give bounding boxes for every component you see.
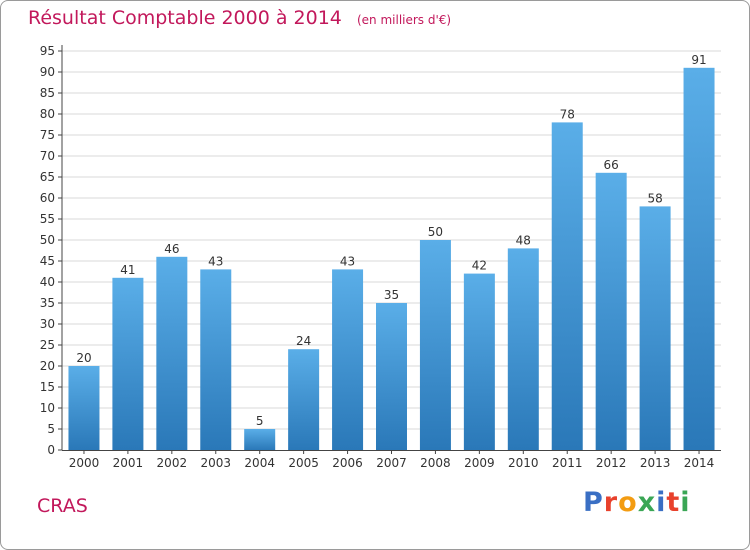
bar-2005 bbox=[288, 349, 320, 450]
bar-2013 bbox=[639, 206, 671, 450]
x-tick-label-2004: 2004 bbox=[244, 456, 275, 470]
x-tick-label-2010: 2010 bbox=[508, 456, 539, 470]
logo-letter-4: i bbox=[656, 487, 667, 518]
x-tick-label-2002: 2002 bbox=[157, 456, 188, 470]
y-tick-label-55: 55 bbox=[40, 212, 55, 226]
logo-letter-2: o bbox=[618, 487, 638, 518]
data-label-2007: 35 bbox=[384, 288, 399, 302]
y-tick-label-50: 50 bbox=[40, 233, 55, 247]
title-row: Résultat Comptable 2000 à 2014 (en milli… bbox=[28, 7, 451, 29]
y-tick-label-85: 85 bbox=[40, 86, 55, 100]
x-tick-label-2001: 2001 bbox=[113, 456, 144, 470]
bar-2000 bbox=[68, 366, 100, 450]
bar-2002 bbox=[156, 256, 188, 450]
x-tick-label-2013: 2013 bbox=[640, 456, 671, 470]
bar-2010 bbox=[507, 248, 539, 450]
x-tick-label-2003: 2003 bbox=[200, 456, 231, 470]
chart-title: Résultat Comptable 2000 à 2014 bbox=[28, 7, 342, 29]
y-tick-label-75: 75 bbox=[40, 128, 55, 142]
bar-2012 bbox=[595, 172, 627, 451]
logo-letter-6: i bbox=[680, 487, 691, 518]
proxiti-logo[interactable]: Proxiti bbox=[583, 487, 691, 518]
data-label-2009: 42 bbox=[472, 259, 487, 273]
data-label-2006: 43 bbox=[340, 254, 355, 268]
data-label-2004: 5 bbox=[256, 414, 264, 428]
logo-letter-1: r bbox=[603, 487, 619, 518]
bar-2003 bbox=[200, 269, 232, 450]
y-tick-label-0: 0 bbox=[47, 443, 55, 457]
x-tick-label-2011: 2011 bbox=[552, 456, 583, 470]
x-axis: 2000 2001 2002 2003 2004 2005 2006 2007 2008 2009… bbox=[62, 450, 721, 470]
data-label-2010: 48 bbox=[516, 233, 531, 247]
place-name: CRAS bbox=[37, 495, 88, 517]
data-label-2002: 46 bbox=[164, 242, 179, 256]
y-tick-label-25: 25 bbox=[40, 338, 55, 352]
bar-2014 bbox=[683, 67, 715, 451]
y-tick-label-65: 65 bbox=[40, 170, 55, 184]
y-tick-label-70: 70 bbox=[40, 149, 55, 163]
bar-2006 bbox=[332, 269, 364, 450]
x-tick-label-2009: 2009 bbox=[464, 456, 495, 470]
bar-2001 bbox=[112, 277, 144, 450]
bar-2011 bbox=[551, 122, 583, 451]
bar-2007 bbox=[376, 303, 407, 450]
data-label-2000: 20 bbox=[76, 351, 91, 365]
bar-2008 bbox=[419, 240, 451, 450]
data-label-2001: 41 bbox=[120, 263, 135, 277]
data-labels: 20 41 46 43 5 24 43 35 50 42 48 78 66 58 91 bbox=[76, 53, 706, 428]
logo-letter-3: x bbox=[637, 487, 657, 518]
bars bbox=[68, 67, 715, 451]
chart-subtitle: (en milliers d'€) bbox=[356, 13, 452, 27]
bar-2009 bbox=[463, 273, 495, 450]
y-tick-label-35: 35 bbox=[40, 296, 55, 310]
data-label-2013: 58 bbox=[647, 191, 662, 205]
data-label-2014: 91 bbox=[691, 53, 706, 67]
x-tick-label-2008: 2008 bbox=[420, 456, 451, 470]
y-tick-label-5: 5 bbox=[47, 422, 55, 436]
y-tick-label-95: 95 bbox=[40, 44, 55, 58]
x-tick-label-2000: 2000 bbox=[69, 456, 100, 470]
y-tick-label-60: 60 bbox=[40, 191, 55, 205]
y-axis: 0 5 10 15 20 25 30 35 40 45 50 55 60 65 70 75 80 85 90 95 bbox=[40, 44, 63, 457]
x-tick-label-2005: 2005 bbox=[288, 456, 319, 470]
data-label-2005: 24 bbox=[296, 334, 311, 348]
y-tick-label-10: 10 bbox=[40, 401, 55, 415]
y-tick-label-45: 45 bbox=[40, 254, 55, 268]
y-tick-label-15: 15 bbox=[40, 380, 55, 394]
x-tick-label-2012: 2012 bbox=[596, 456, 627, 470]
x-tick-label-2007: 2007 bbox=[376, 456, 407, 470]
data-label-2008: 50 bbox=[428, 225, 443, 239]
y-tick-label-80: 80 bbox=[40, 107, 55, 121]
y-tick-label-90: 90 bbox=[40, 65, 55, 79]
y-tick-label-40: 40 bbox=[40, 275, 55, 289]
logo-letter-5: t bbox=[666, 487, 681, 518]
x-tick-label-2006: 2006 bbox=[332, 456, 363, 470]
x-tick-label-2014: 2014 bbox=[684, 456, 715, 470]
bar-2004 bbox=[244, 429, 276, 450]
y-tick-label-30: 30 bbox=[40, 317, 55, 331]
data-label-2012: 66 bbox=[604, 158, 619, 172]
y-tick-label-20: 20 bbox=[40, 359, 55, 373]
data-label-2003: 43 bbox=[208, 254, 223, 268]
data-label-2011: 78 bbox=[560, 107, 575, 121]
logo-letter-0: P bbox=[583, 487, 604, 518]
